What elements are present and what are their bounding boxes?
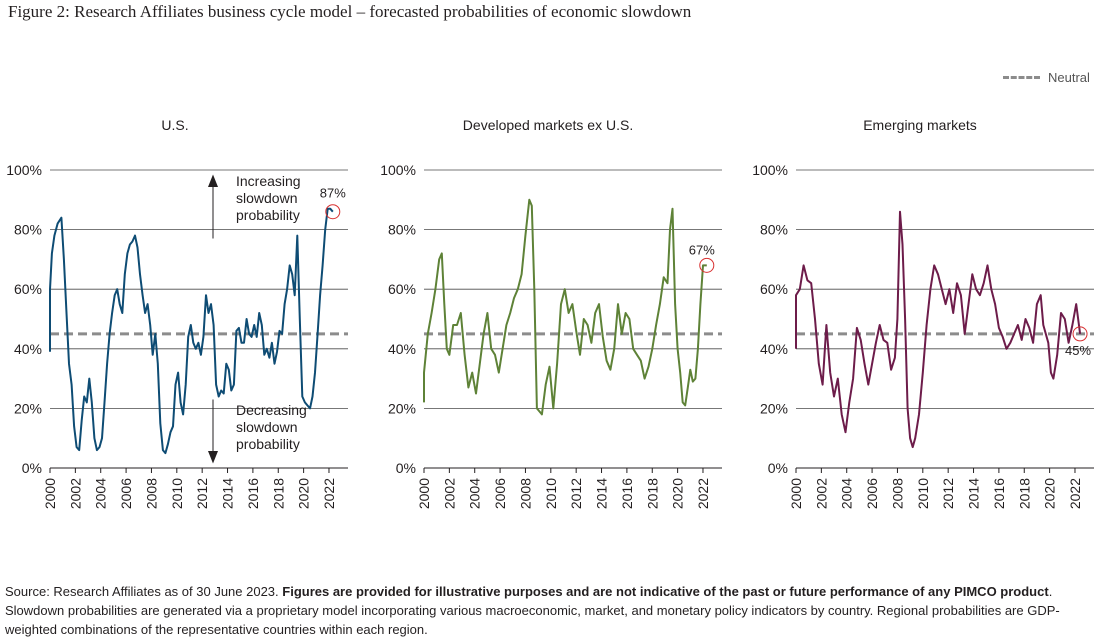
y-tick-label: 40% (388, 341, 416, 357)
x-tick-label: 2014 (594, 478, 610, 509)
increase-annotation: Increasing (236, 173, 301, 189)
y-tick-label: 80% (760, 222, 788, 238)
endpoint-marker (325, 204, 341, 220)
chart-title-dm-ex-us: Developed markets ex U.S. (463, 117, 633, 133)
neutral-legend-label: Neutral (1048, 70, 1090, 85)
y-tick-label: 80% (388, 222, 416, 238)
decrease-annotation: probability (236, 436, 300, 452)
source-text: Source: Research Affiliates as of 30 Jun… (5, 584, 283, 599)
y-tick-label: 80% (14, 222, 42, 238)
y-tick-label: 0% (768, 460, 788, 476)
decrease-annotation: slowdown (236, 419, 297, 435)
chart-em: Emerging markets 0% 20% 40% 60% 80% 100% 2000 20… (752, 117, 1094, 509)
x-tick-label: 2000 (788, 478, 804, 509)
x-tick-label: 2004 (467, 478, 483, 509)
x-tick-label: 2018 (644, 478, 660, 509)
x-tick-label: 2018 (1016, 478, 1032, 509)
x-tick-label: 2000 (42, 478, 58, 509)
x-tick-label: 2008 (517, 478, 533, 509)
x-tick-label: 2004 (839, 478, 855, 509)
figure-title: Figure 2: Research Affiliates business c… (8, 2, 692, 21)
x-tick-label: 2012 (940, 478, 956, 509)
x-tick-label: 2010 (915, 478, 931, 509)
source-line-1: Source: Research Affiliates as of 30 Jun… (5, 582, 1100, 601)
y-tick-label: 0% (396, 460, 416, 476)
series-line-dm-ex-us (423, 198, 707, 416)
x-tick-label: 2018 (270, 478, 286, 509)
y-tick-label: 20% (760, 400, 788, 416)
source-period: . (1048, 584, 1053, 599)
y-tick-label: 40% (14, 341, 42, 357)
x-tick-label: 2014 (220, 478, 236, 509)
x-tick-label: 2006 (864, 478, 880, 509)
y-tick-label: 60% (760, 281, 788, 297)
x-tick-label: 2000 (416, 478, 432, 509)
neutral-legend-swatch (1003, 76, 1040, 80)
charts-canvas: U.S. 0% 20% 40% 60% 80% 100% 2000 2002 2004 2006 20… (6, 117, 1094, 509)
y-tick-label: 100% (380, 162, 416, 178)
source-note: Source: Research Affiliates as of 30 Jun… (5, 582, 1100, 639)
x-tick-label: 2020 (296, 478, 312, 509)
x-tick-label: 2004 (93, 478, 109, 509)
x-tick-label: 2022 (321, 478, 337, 509)
y-tick-label: 40% (760, 341, 788, 357)
endpoint-marker (699, 257, 715, 273)
x-tick-label: 2006 (492, 478, 508, 509)
x-tick-label: 2022 (1067, 478, 1083, 509)
x-tick-label: 2010 (169, 478, 185, 509)
increase-annotation: slowdown (236, 190, 297, 206)
x-tick-label: 2016 (245, 478, 261, 509)
y-tick-label: 20% (14, 400, 42, 416)
x-tick-label: 2002 (67, 478, 83, 509)
chart-title-us: U.S. (161, 117, 188, 133)
x-tick-label: 2020 (670, 478, 686, 509)
y-tick-label: 100% (6, 162, 42, 178)
y-tick-label: 20% (388, 400, 416, 416)
chart-us: U.S. 0% 20% 40% 60% 80% 100% 2000 2002 2004 2006 20… (6, 117, 348, 509)
chart-title-em: Emerging markets (863, 117, 977, 133)
x-tick-label: 2002 (813, 478, 829, 509)
x-tick-label: 2012 (568, 478, 584, 509)
series-line-us (49, 207, 334, 455)
x-tick-label: 2016 (991, 478, 1007, 509)
endpoint-label: 45% (1065, 343, 1091, 358)
x-tick-label: 2006 (118, 478, 134, 509)
x-tick-label: 2012 (194, 478, 210, 509)
x-tick-label: 2008 (143, 478, 159, 509)
chart-legend: Neutral (1003, 70, 1090, 85)
x-tick-label: 2010 (543, 478, 559, 509)
endpoint-marker (1072, 326, 1088, 342)
y-tick-label: 60% (14, 281, 42, 297)
x-tick-label: 2002 (441, 478, 457, 509)
y-tick-label: 100% (752, 162, 788, 178)
chart-dm-ex-us: Developed markets ex U.S. 0% 20% 40% 60% 80% 1… (380, 117, 722, 509)
x-tick-label: 2020 (1042, 478, 1058, 509)
increase-arrow-head (208, 174, 218, 187)
y-tick-label: 60% (388, 281, 416, 297)
disclaimer-text: Figures are provided for illustrative pu… (282, 584, 1049, 599)
decrease-arrow-head (208, 451, 218, 464)
methodology-note: Slowdown probabilities are generated via… (5, 603, 1060, 637)
x-tick-label: 2008 (889, 478, 905, 509)
decrease-annotation: Decreasing (236, 402, 307, 418)
series-line-em (795, 210, 1082, 449)
x-tick-label: 2022 (695, 478, 711, 509)
increase-annotation: probability (236, 207, 300, 223)
x-tick-label: 2016 (619, 478, 635, 509)
x-tick-label: 2014 (966, 478, 982, 509)
y-tick-label: 0% (22, 460, 42, 476)
endpoint-label: 67% (689, 242, 715, 257)
endpoint-label: 87% (320, 186, 346, 201)
